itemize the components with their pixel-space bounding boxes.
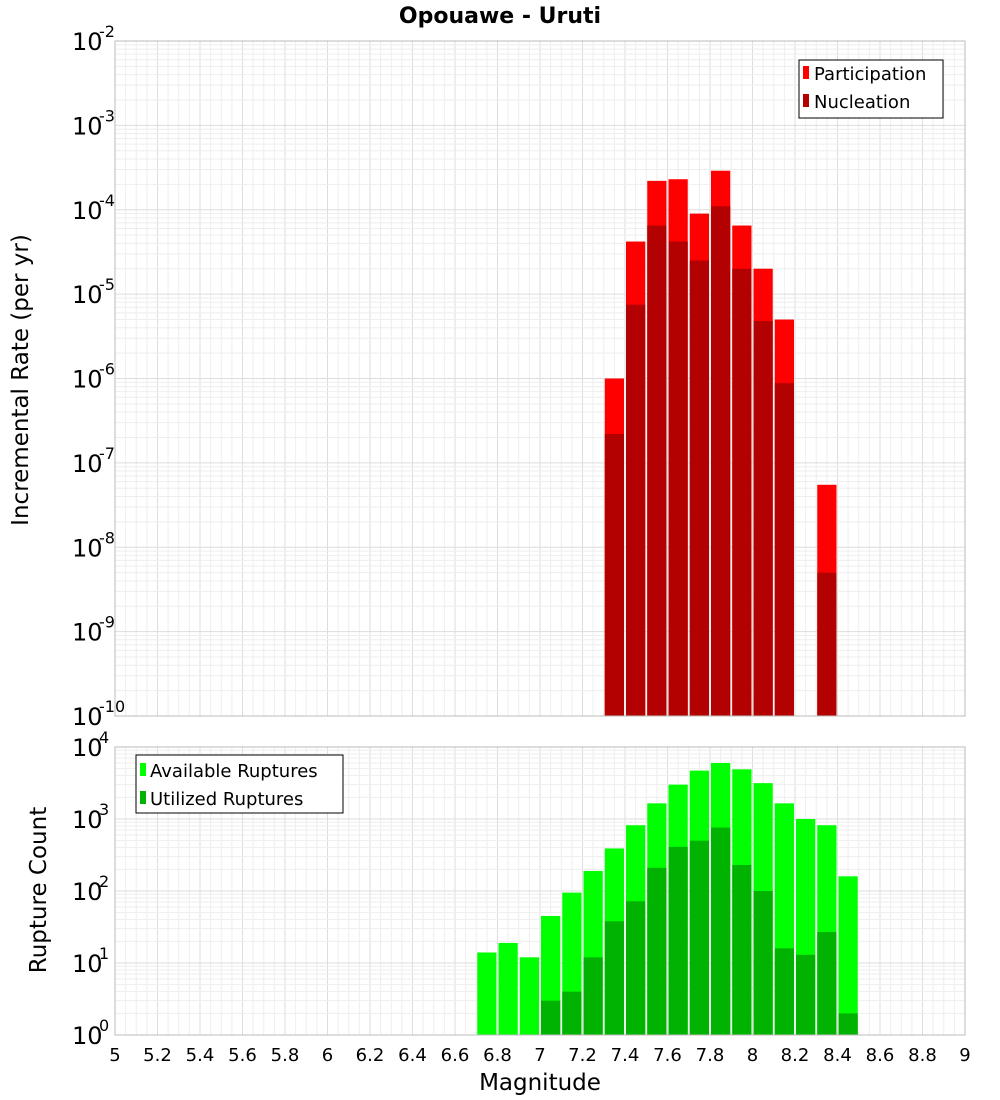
rate-y-tick-exponent: -5 [99, 275, 115, 294]
nucleation-bar [626, 304, 646, 716]
rate-plot-frame [114, 40, 966, 717]
utilized-ruptures-bar [562, 991, 582, 1035]
x-tick-label: 7 [534, 1045, 545, 1066]
chart-title: Opouawe - Uruti [399, 4, 601, 29]
x-tick-label: 8.6 [866, 1045, 895, 1066]
rate-y-tick-label: 10 [72, 703, 103, 731]
utilized-ruptures-bar [796, 954, 816, 1035]
nucleation-bar [753, 321, 773, 716]
rate-axis-title: Incremental Rate (per yr) [8, 234, 34, 526]
nucleation-bar [668, 241, 688, 717]
count-y-tick-label: 10 [72, 806, 103, 834]
x-tick-label: 6.6 [441, 1045, 470, 1066]
utilized-ruptures-bar [774, 948, 794, 1035]
count-y-tick-exponent: 4 [99, 728, 109, 747]
count-y-tick-exponent: 1 [99, 944, 109, 963]
available-legend-label: Available Ruptures [150, 761, 318, 782]
nucleation-bar [689, 260, 709, 716]
utilized-ruptures-bar [541, 1000, 561, 1035]
utilized-ruptures-bar [626, 901, 646, 1035]
nucleation-bar [774, 383, 794, 716]
participation-legend-label: Participation [814, 64, 926, 85]
x-tick-label: 7.4 [611, 1045, 640, 1066]
rate-y-tick-label: 10 [72, 619, 103, 647]
rate-y-tick-exponent: -2 [99, 22, 115, 41]
rate-legend: Participation Nucleation [798, 59, 944, 119]
count-legend-box [135, 754, 344, 814]
x-tick-label: 5.2 [143, 1045, 172, 1066]
x-tick-label: 5.4 [186, 1045, 215, 1066]
utilized-ruptures-bar [753, 891, 773, 1035]
count-legend: Available Ruptures Utilized Ruptures [135, 754, 344, 814]
nucleation-legend-swatch [803, 94, 809, 107]
count-y-tick-label: 10 [72, 878, 103, 906]
count-y-tick-exponent: 0 [99, 1016, 109, 1035]
x-tick-label: 6 [322, 1045, 333, 1066]
x-tick-label: 7.2 [568, 1045, 597, 1066]
utilized-ruptures-bar [583, 957, 603, 1035]
utilized-legend-label: Utilized Ruptures [150, 789, 303, 810]
rate-y-tick-exponent: -10 [99, 697, 125, 716]
count-axis-title: Rupture Count [26, 807, 52, 973]
nucleation-bar [817, 572, 837, 716]
x-tick-label: 6.4 [398, 1045, 427, 1066]
rate-y-tick-exponent: -9 [99, 613, 115, 632]
utilized-ruptures-bar [668, 846, 688, 1035]
rate-y-tick-exponent: -6 [99, 360, 115, 379]
rate-y-tick-exponent: -3 [99, 106, 115, 125]
nucleation-bar [732, 268, 752, 716]
nucleation-bar [604, 433, 624, 716]
nucleation-bar [647, 225, 667, 716]
x-tick-label: 8.2 [781, 1045, 810, 1066]
count-y-tick-label: 10 [72, 734, 103, 762]
count-plot-frame [114, 746, 966, 1036]
available-ruptures-bar [477, 952, 497, 1035]
rate-legend-box [798, 59, 944, 119]
rate-y-tick-label: 10 [72, 28, 103, 56]
utilized-ruptures-bar [604, 921, 624, 1035]
rate-y-tick-label: 10 [72, 112, 103, 140]
rate-y-tick-label: 10 [72, 450, 103, 478]
utilized-legend-swatch [140, 791, 146, 804]
available-ruptures-bar [498, 942, 518, 1035]
rate-y-tick-exponent: -8 [99, 528, 115, 547]
utilized-ruptures-bar [838, 1013, 858, 1035]
magnitude-axis-title: Magnitude [479, 1070, 601, 1096]
x-tick-label: 5.6 [228, 1045, 257, 1066]
available-legend-swatch [140, 763, 146, 776]
x-tick-label: 6.2 [356, 1045, 385, 1066]
x-tick-label: 8.8 [908, 1045, 937, 1066]
available-ruptures-bar [838, 876, 858, 1035]
x-tick-label: 8.4 [823, 1045, 852, 1066]
count-y-tick-exponent: 2 [99, 872, 109, 891]
nucleation-bar [711, 206, 731, 716]
utilized-ruptures-bar [817, 931, 837, 1035]
utilized-ruptures-bar [732, 864, 752, 1035]
available-ruptures-bar [519, 957, 539, 1035]
rate-y-tick-label: 10 [72, 197, 103, 225]
rate-y-tick-label: 10 [72, 366, 103, 394]
count-y-tick-label: 10 [72, 950, 103, 978]
utilized-ruptures-bar [711, 827, 731, 1035]
x-tick-label: 5.8 [271, 1045, 300, 1066]
rate-y-tick-exponent: -7 [99, 444, 115, 463]
x-tick-label: 9 [959, 1045, 970, 1066]
x-tick-label: 5 [109, 1045, 120, 1066]
x-tick-label: 7.8 [696, 1045, 725, 1066]
x-tick-label: 7.6 [653, 1045, 682, 1066]
participation-legend-swatch [803, 66, 809, 79]
x-tick-label: 8 [747, 1045, 758, 1066]
rate-y-tick-label: 10 [72, 281, 103, 309]
rate-y-tick-label: 10 [72, 534, 103, 562]
x-tick-label: 6.8 [483, 1045, 512, 1066]
nucleation-legend-label: Nucleation [814, 92, 910, 113]
utilized-ruptures-bar [689, 840, 709, 1035]
count-y-tick-label: 10 [72, 1022, 103, 1050]
rate-y-tick-exponent: -4 [99, 191, 115, 210]
count-y-tick-exponent: 3 [99, 800, 109, 819]
utilized-ruptures-bar [647, 867, 667, 1035]
